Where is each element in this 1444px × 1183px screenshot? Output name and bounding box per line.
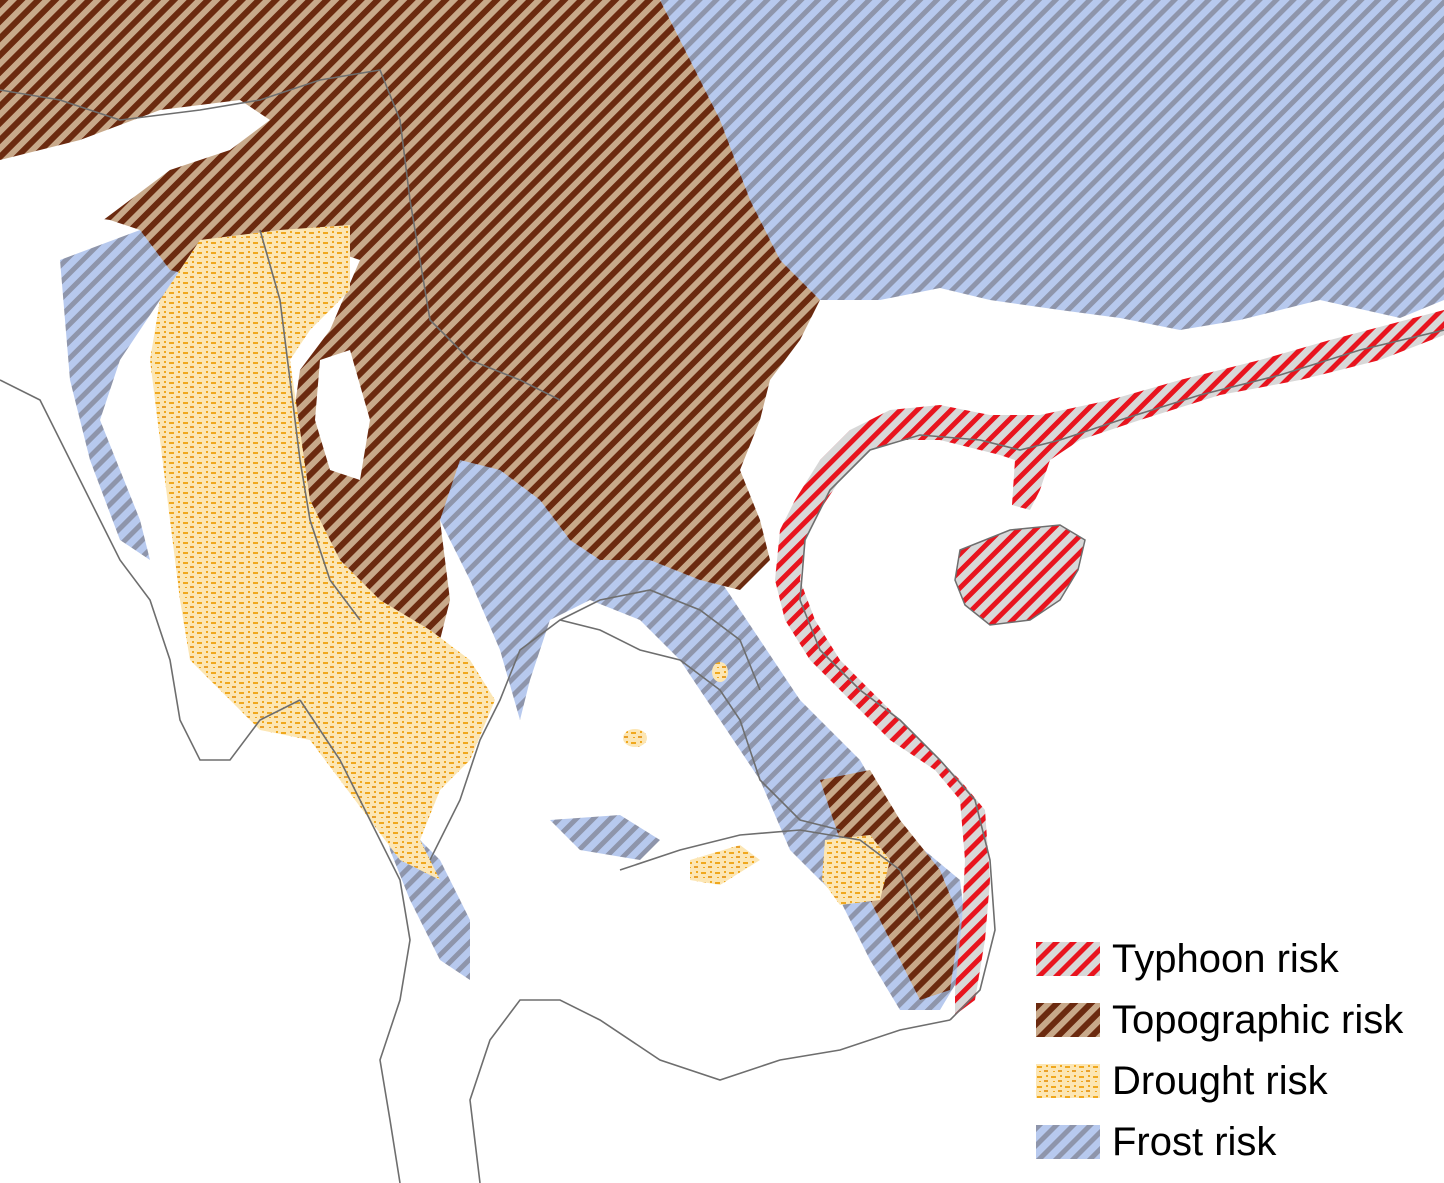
drought-swatch bbox=[1036, 1063, 1100, 1098]
border-myanmar-thailand bbox=[429, 619, 841, 861]
valley-gap-north bbox=[0, 100, 270, 230]
coastline-bay-of-bengal bbox=[0, 379, 301, 761]
boundary-lines bbox=[0, 69, 1444, 1183]
legend-label-typhoon: Typhoon risk bbox=[1112, 936, 1339, 981]
legend-label-drought: Drought risk bbox=[1112, 1058, 1328, 1103]
drought-region-cambodia bbox=[822, 835, 890, 905]
legend-label-topographic: Topographic risk bbox=[1112, 997, 1404, 1042]
frost-swatch bbox=[1036, 1124, 1100, 1159]
frost-region-north bbox=[660, 0, 1444, 330]
border-cambodia bbox=[619, 829, 921, 921]
legend-label-frost: Frost risk bbox=[1112, 1119, 1277, 1164]
coastline-vietnam bbox=[799, 329, 1444, 1021]
typhoon-hainan-island bbox=[954, 524, 1086, 626]
valley-gap-central bbox=[315, 350, 370, 480]
drought-spot-laos-north bbox=[712, 662, 728, 682]
legend-item-typhoon: Typhoon risk bbox=[1036, 928, 1440, 989]
legend-item-drought: Drought risk bbox=[1036, 1050, 1440, 1111]
border-laos-vietnam bbox=[559, 589, 761, 691]
topographic-swatch bbox=[1036, 1002, 1100, 1037]
topographic-region-east bbox=[820, 770, 960, 1000]
drought-region-main bbox=[150, 225, 495, 880]
coastline-gulf-thailand bbox=[469, 999, 951, 1183]
frost-region-cambodia bbox=[550, 815, 660, 860]
drought-spot-laos bbox=[623, 729, 647, 747]
border-north-2 bbox=[259, 229, 361, 621]
drought-region-cambodia-west bbox=[690, 845, 760, 885]
topographic-region-main bbox=[0, 0, 820, 780]
typhoon-swatch bbox=[1036, 941, 1100, 976]
legend-item-topographic: Topographic risk bbox=[1036, 989, 1440, 1050]
legend-item-frost: Frost risk bbox=[1036, 1111, 1440, 1172]
map-legend: Typhoon risk Topographic risk Drought ri… bbox=[1036, 928, 1440, 1172]
coastline-andaman bbox=[299, 699, 411, 1183]
frost-region-west bbox=[60, 230, 200, 560]
border-north-1 bbox=[0, 69, 561, 401]
